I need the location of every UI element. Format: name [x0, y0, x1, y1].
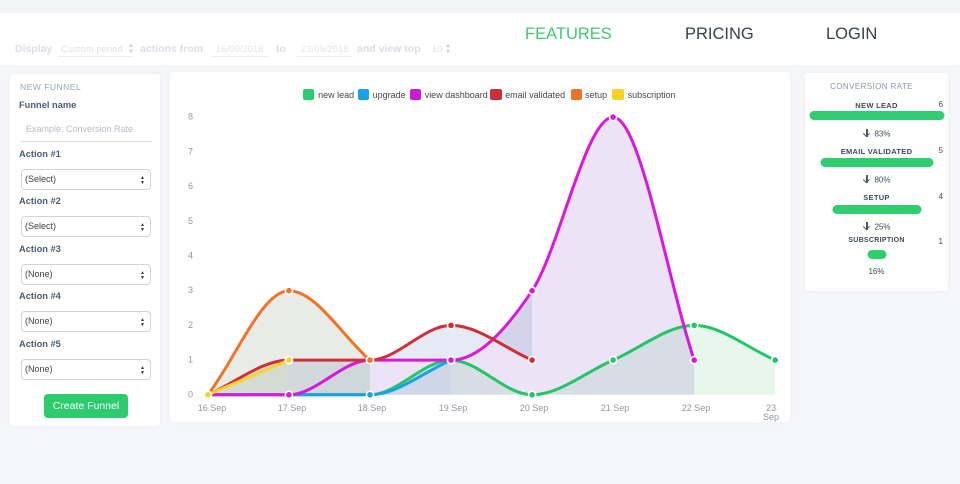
- svg-text:20 Sep: 20 Sep: [520, 403, 549, 413]
- svg-text:18 Sep: 18 Sep: [358, 403, 387, 413]
- svg-text:8: 8: [188, 112, 193, 122]
- svg-text:Sep: Sep: [763, 412, 779, 422]
- svg-text:6: 6: [188, 181, 193, 191]
- svg-text:4: 4: [188, 251, 193, 261]
- svg-text:0: 0: [188, 389, 193, 399]
- svg-text:7: 7: [188, 146, 193, 156]
- svg-text:22 Sep: 22 Sep: [682, 403, 711, 413]
- svg-text:17 Sep: 17 Sep: [278, 403, 307, 413]
- svg-text:16 Sep: 16 Sep: [198, 403, 227, 413]
- svg-text:2: 2: [188, 320, 193, 330]
- svg-text:19 Sep: 19 Sep: [439, 403, 468, 413]
- svg-text:1: 1: [188, 355, 193, 365]
- svg-text:21 Sep: 21 Sep: [601, 403, 630, 413]
- svg-text:23: 23: [766, 403, 776, 413]
- svg-text:3: 3: [188, 285, 193, 295]
- svg-text:5: 5: [188, 216, 193, 226]
